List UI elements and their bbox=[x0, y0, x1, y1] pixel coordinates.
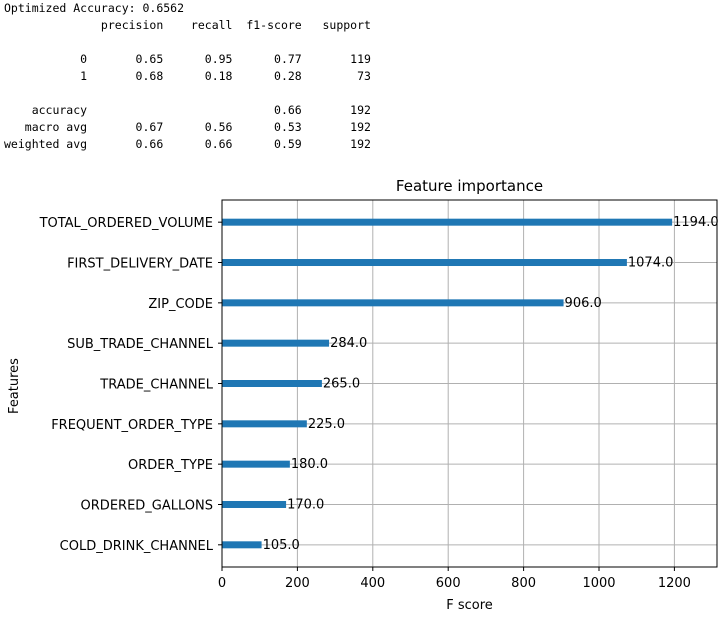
x-ticks: 0 200 400 600 800 1000 1200 bbox=[218, 567, 691, 591]
bar bbox=[222, 218, 673, 226]
x-tick-label: 600 bbox=[436, 576, 461, 591]
bar bbox=[222, 259, 627, 267]
y-tick-label: ORDERED_GALLONS bbox=[81, 498, 213, 513]
chart-title: Feature importance bbox=[396, 177, 543, 195]
plot-frame bbox=[221, 199, 718, 568]
classification-report: Optimized Accuracy: 0.6562 precision rec… bbox=[4, 0, 371, 153]
value-label: 105.0 bbox=[263, 538, 300, 553]
y-tick-label: SUB_TRADE_CHANNEL bbox=[67, 337, 214, 352]
report-header: precision recall f1-score support bbox=[4, 18, 371, 32]
y-tick-label: FREQUENT_ORDER_TYPE bbox=[51, 418, 213, 433]
value-labels: 1194.0 1074.0 906.0 284.0 265.0 225.0 180.0 170… bbox=[263, 215, 719, 553]
value-label: 1194.0 bbox=[673, 215, 719, 230]
bar bbox=[222, 380, 322, 387]
report-row-1: 1 0.68 0.18 0.28 73 bbox=[4, 69, 371, 83]
x-tick-label: 800 bbox=[511, 576, 536, 591]
y-tick-label: FIRST_DELIVERY_DATE bbox=[67, 257, 213, 272]
report-row-macro-avg: macro avg 0.67 0.56 0.53 192 bbox=[4, 120, 371, 134]
value-label: 225.0 bbox=[308, 417, 345, 432]
report-row-accuracy: accuracy 0.66 192 bbox=[4, 103, 371, 117]
bars-group bbox=[222, 218, 673, 549]
x-tick-label: 1000 bbox=[582, 576, 615, 591]
report-row-weighted-avg: weighted avg 0.66 0.66 0.59 192 bbox=[4, 137, 371, 151]
bar bbox=[222, 500, 287, 508]
x-tick-label: 400 bbox=[360, 576, 385, 591]
value-label: 265.0 bbox=[323, 377, 360, 392]
y-tick-label: TOTAL_ORDERED_VOLUME bbox=[39, 216, 213, 231]
value-label: 284.0 bbox=[330, 336, 367, 351]
y-tick-label: ZIP_CODE bbox=[148, 297, 213, 312]
x-tick-label: 200 bbox=[285, 576, 310, 591]
y-tick-labels: TOTAL_ORDERED_VOLUME FIRST_DELIVERY_DATE Z… bbox=[39, 216, 222, 554]
value-label: 170.0 bbox=[287, 497, 324, 512]
value-label: 906.0 bbox=[565, 296, 602, 311]
accuracy-line: Optimized Accuracy: 0.6562 bbox=[4, 1, 185, 15]
bar bbox=[222, 460, 290, 468]
value-label: 180.0 bbox=[291, 457, 328, 472]
bar bbox=[222, 339, 330, 347]
y-tick-label: COLD_DRINK_CHANNEL bbox=[60, 539, 214, 554]
x-axis-label: F score bbox=[446, 598, 493, 613]
y-axis-label: Features bbox=[7, 358, 22, 414]
bar bbox=[222, 541, 262, 549]
y-tick-label: TRADE_CHANNEL bbox=[99, 378, 213, 393]
y-tick-label: ORDER_TYPE bbox=[128, 458, 213, 473]
bar bbox=[222, 299, 564, 307]
value-label: 1074.0 bbox=[628, 256, 674, 271]
bar bbox=[222, 420, 307, 428]
x-tick-label: 0 bbox=[218, 576, 226, 591]
report-row-0: 0 0.65 0.95 0.77 119 bbox=[4, 52, 371, 66]
x-tick-label: 1200 bbox=[658, 576, 691, 591]
